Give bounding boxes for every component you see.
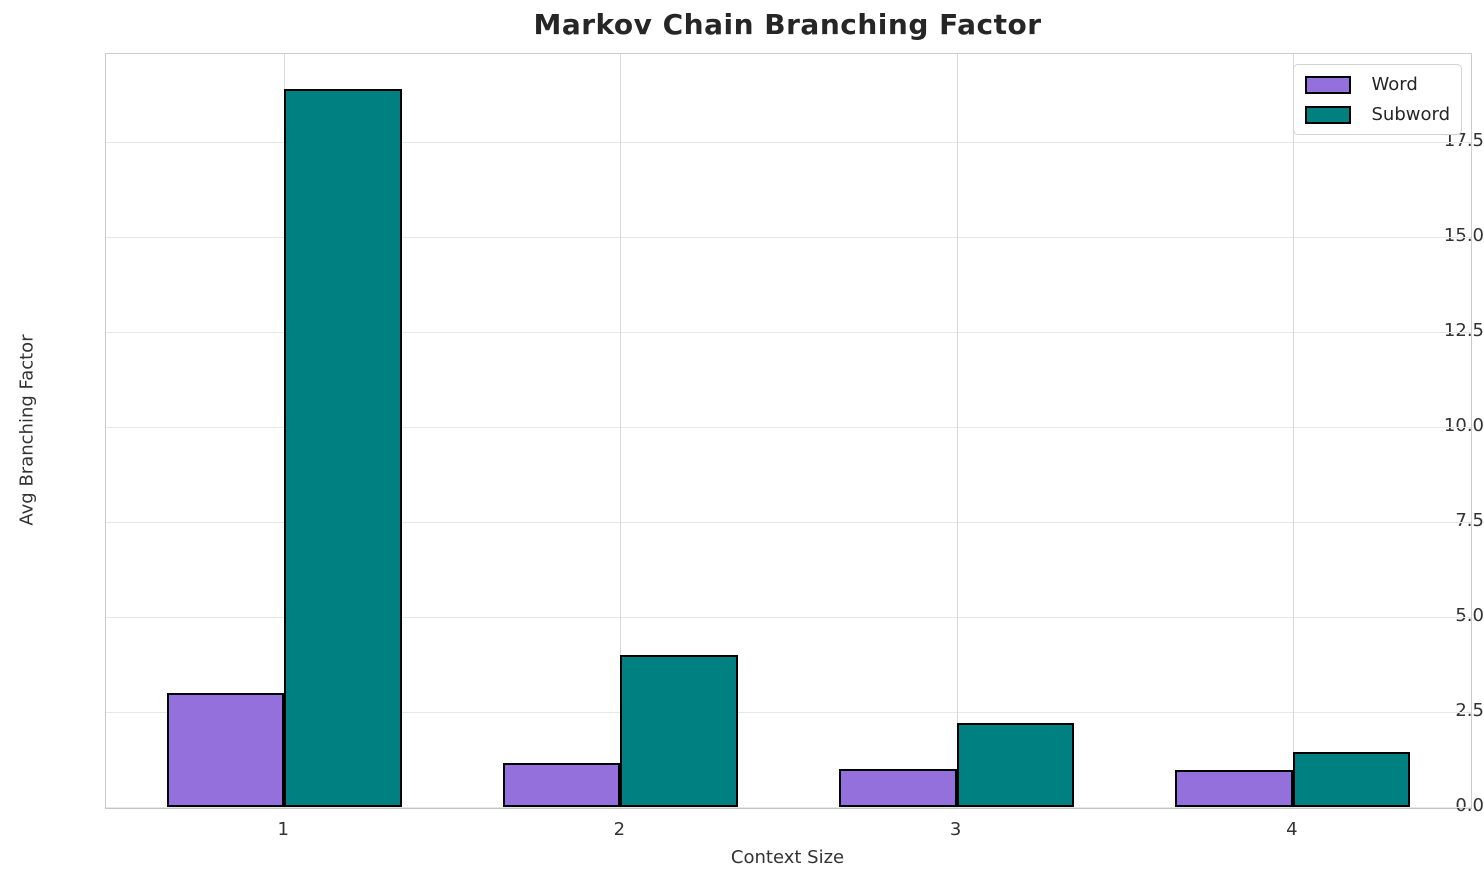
x-tick-label: 4: [1286, 819, 1298, 840]
gridline-vertical: [620, 54, 622, 807]
legend-label: Subword: [1371, 104, 1450, 125]
gridline-horizontal: [106, 617, 1471, 619]
gridline-vertical: [1292, 54, 1294, 807]
chart-title: Markov Chain Branching Factor: [533, 8, 1042, 41]
legend-item: Word: [1305, 74, 1450, 95]
gridline-horizontal: [106, 142, 1471, 144]
bar-word-3: [838, 769, 957, 807]
legend: Word Subword: [1293, 64, 1462, 135]
y-tick-label: 7.5: [1455, 510, 1484, 532]
gridline-horizontal: [106, 427, 1471, 429]
y-tick-label: 10.0: [1443, 415, 1484, 437]
legend-label: Word: [1371, 74, 1418, 95]
legend-items: Word Subword: [1305, 74, 1450, 125]
bar-word-1: [166, 693, 285, 807]
y-axis-label: Avg Branching Factor: [16, 334, 38, 526]
gridline-horizontal: [106, 332, 1471, 334]
legend-swatch-word: [1305, 75, 1352, 94]
y-tick-label: 17.5: [1443, 130, 1484, 152]
bar-word-4: [1175, 770, 1293, 807]
plot-area: Word Subword: [105, 53, 1472, 809]
gridline-horizontal: [106, 807, 1471, 808]
y-tick-label: 2.5: [1455, 700, 1484, 722]
legend-swatch-subword: [1305, 105, 1352, 124]
y-tick-label: 0.0: [1455, 795, 1484, 816]
bar-subword-2: [620, 655, 739, 807]
x-axis-label: Context Size: [730, 847, 845, 868]
bar-subword-4: [1292, 751, 1411, 807]
legend-item: Subword: [1305, 104, 1450, 125]
x-tick-label: 2: [613, 819, 626, 840]
gridline-vertical: [956, 54, 958, 807]
y-tick-label: 12.5: [1443, 320, 1484, 342]
bar-subword-3: [956, 723, 1075, 807]
bar-subword-1: [284, 88, 402, 807]
gridline-horizontal: [106, 237, 1471, 239]
y-tick-label: 15.0: [1443, 225, 1484, 247]
x-tick-label: 3: [949, 819, 962, 840]
y-tick-label: 5.0: [1455, 605, 1484, 627]
gridline-horizontal: [106, 712, 1471, 714]
bar-word-2: [502, 763, 621, 807]
x-tick-label: 1: [277, 819, 289, 840]
gridline-horizontal: [106, 522, 1471, 524]
